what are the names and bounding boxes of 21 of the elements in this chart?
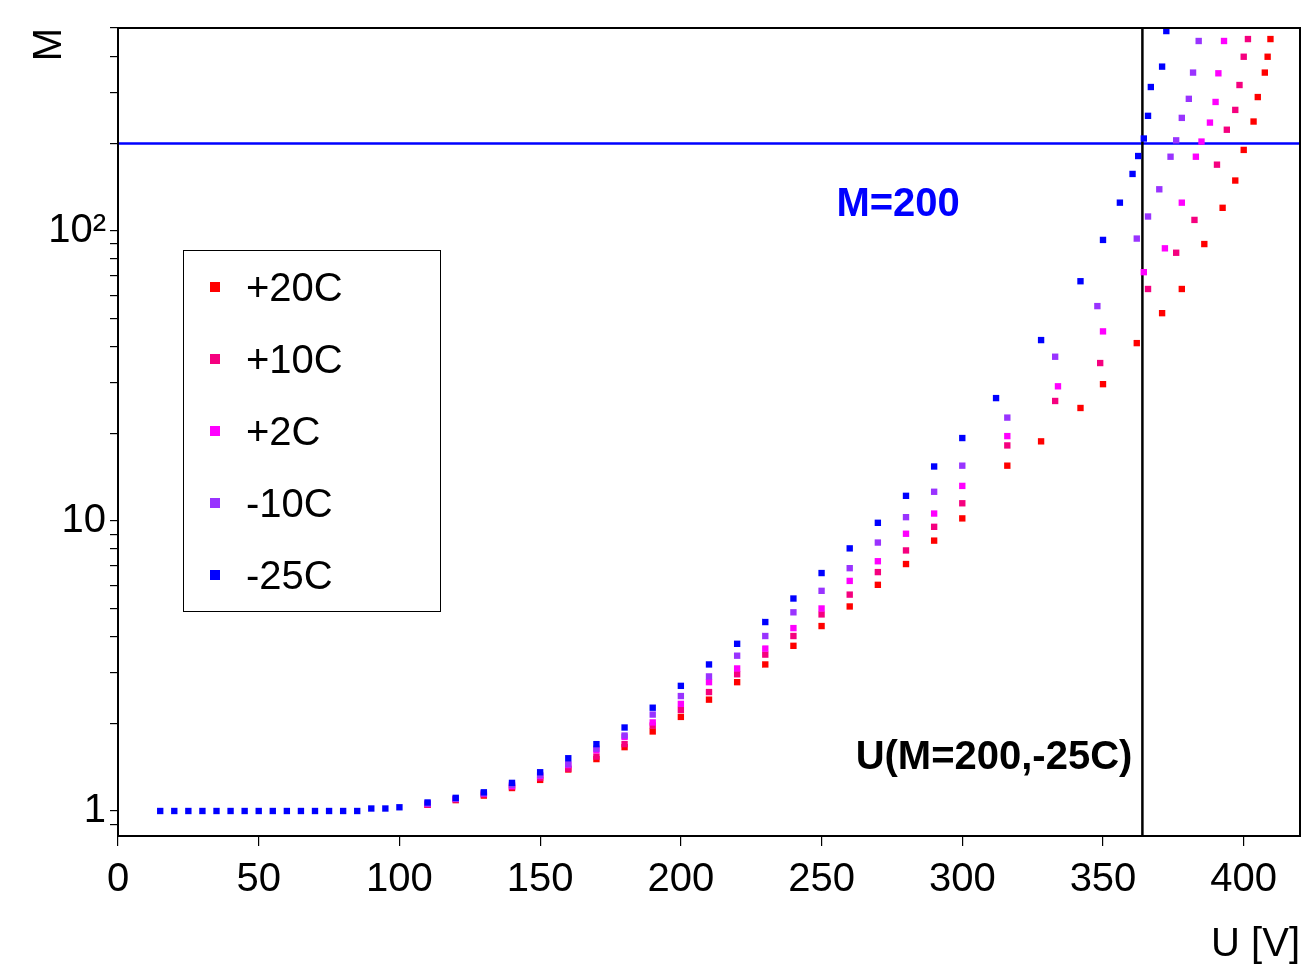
x-tick-label: 100 — [366, 855, 433, 900]
legend-label: +10C — [246, 336, 343, 382]
y-tick-label: 10² — [48, 205, 106, 250]
x-tick-label: 50 — [236, 855, 281, 900]
annotation: U(M=200,-25C) — [855, 733, 1133, 778]
x-tick-label: 400 — [1210, 855, 1278, 900]
ref-line-label: M=200 — [836, 180, 960, 225]
legend-label: -25C — [246, 552, 333, 598]
y-axis-title: M — [25, 28, 70, 62]
x-tick-label: 200 — [647, 855, 715, 900]
legend-label: +2C — [246, 408, 321, 454]
legend-label: +20C — [246, 264, 343, 310]
y-tick-label: 1 — [83, 786, 106, 831]
x-tick-label: 0 — [106, 855, 130, 900]
x-tick-label: 150 — [506, 855, 574, 900]
x-axis-title: U [V] — [1211, 920, 1300, 965]
x-tick-label: 250 — [788, 855, 855, 900]
x-tick-label: 350 — [1069, 855, 1137, 900]
y-tick-label: 10 — [61, 495, 106, 540]
x-tick-label: 300 — [928, 855, 996, 900]
legend-label: -10C — [246, 480, 333, 526]
